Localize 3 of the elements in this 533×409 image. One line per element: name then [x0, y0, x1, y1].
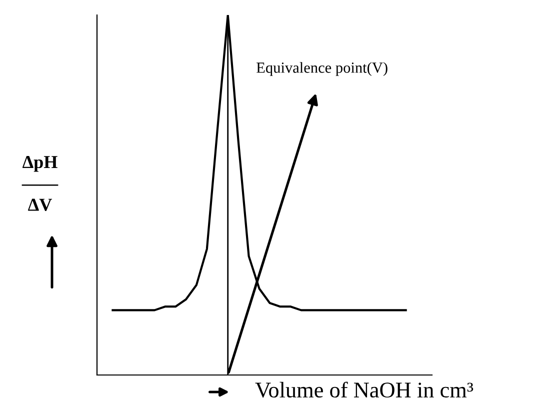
- annotation: Equivalence point(V): [256, 62, 388, 76]
- x-axis-title: Volume of NaOH in cm³: [255, 382, 474, 398]
- y-axis-title: ΔpH —— ΔV: [22, 156, 58, 211]
